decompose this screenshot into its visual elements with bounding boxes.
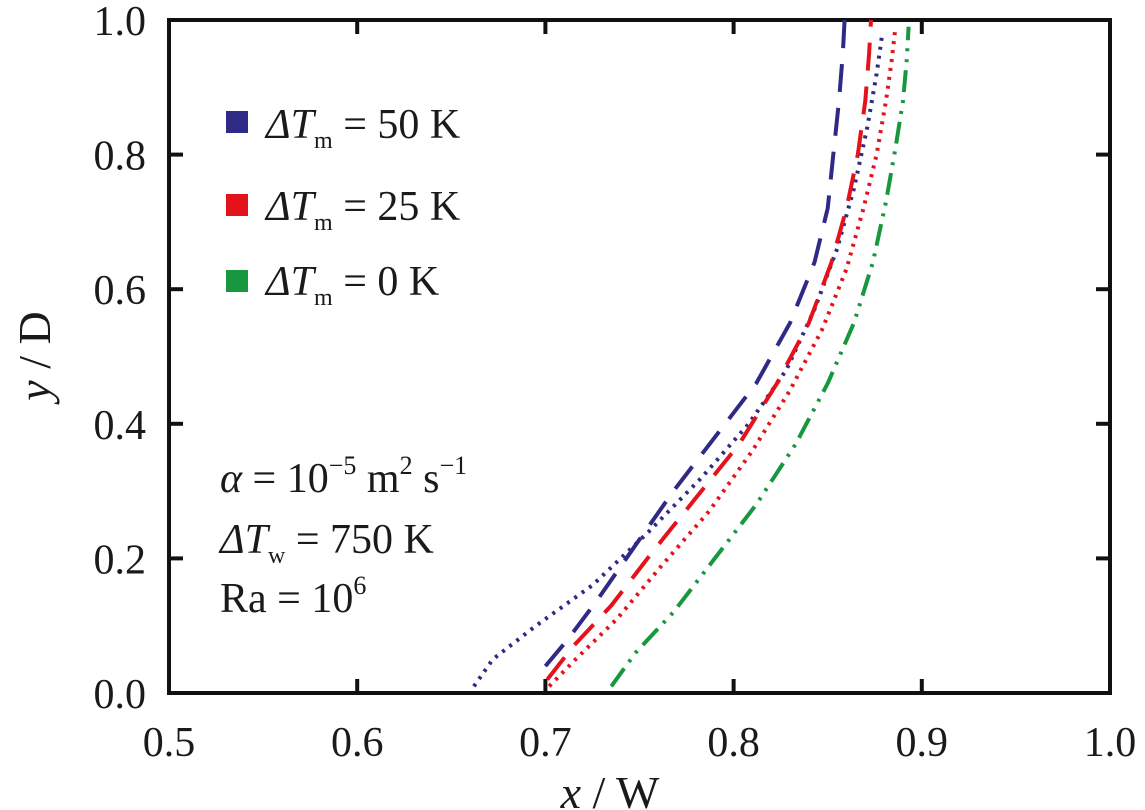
series-line-50K-dashed <box>543 19 847 668</box>
x-axis-ticks: 0.5 0.6 0.7 0.8 0.9 1.0 <box>143 20 1137 766</box>
series-line-50K-dotted <box>472 33 885 688</box>
annotation-alpha: α = 10−5 m2 s−1 <box>220 451 467 502</box>
y-tick-label: 0.6 <box>94 268 147 314</box>
x-tick-label: 0.5 <box>143 720 196 766</box>
x-axis-unit: / W <box>581 767 660 810</box>
y-axis-title: y / D <box>9 311 60 404</box>
annotation-rayleigh: Ra = 106 <box>220 571 366 622</box>
y-tick-label: 0.2 <box>94 537 147 583</box>
x-tick-label: 0.7 <box>519 720 572 766</box>
y-axis-ticks: 0.0 0.2 0.4 0.6 0.8 1.0 <box>94 0 1110 718</box>
series-line-25K-dotted <box>547 26 898 688</box>
x-tick-label: 0.9 <box>896 720 949 766</box>
series-layer <box>472 19 911 688</box>
legend-label-50k: ΔTm = 50 K <box>264 102 460 154</box>
plot-frame <box>167 18 1112 695</box>
x-tick-label: 0.6 <box>331 720 384 766</box>
parameter-annotations: α = 10−5 m2 s−1 ΔTw = 750 K Ra = 106 <box>218 451 467 622</box>
legend-label-25k: ΔTm = 25 K <box>264 184 460 236</box>
legend: ΔTm = 50 K ΔTm = 25 K ΔTm = 0 K <box>226 102 460 311</box>
x-axis-title: x / W <box>560 767 660 810</box>
y-tick-label: 0.8 <box>94 134 147 180</box>
x-axis-var: x <box>560 767 582 810</box>
series-line-0K-dashdot <box>609 26 911 688</box>
y-axis-unit: / D <box>9 311 60 380</box>
series-line-25K-dashed <box>545 19 873 681</box>
annotation-delta-tw: ΔTw = 750 K <box>218 517 434 569</box>
legend-swatch-50k <box>226 111 248 133</box>
legend-label-0k: ΔTm = 0 K <box>264 259 439 311</box>
legend-swatch-0k <box>226 270 248 292</box>
legend-swatch-25k <box>226 194 248 216</box>
x-tick-label: 0.8 <box>707 720 760 766</box>
y-axis-var: y <box>9 380 60 405</box>
y-tick-label: 0.4 <box>94 403 147 449</box>
y-tick-label: 1.0 <box>94 0 147 45</box>
x-tick-label: 1.0 <box>1084 720 1137 766</box>
y-tick-label: 0.0 <box>94 672 147 718</box>
